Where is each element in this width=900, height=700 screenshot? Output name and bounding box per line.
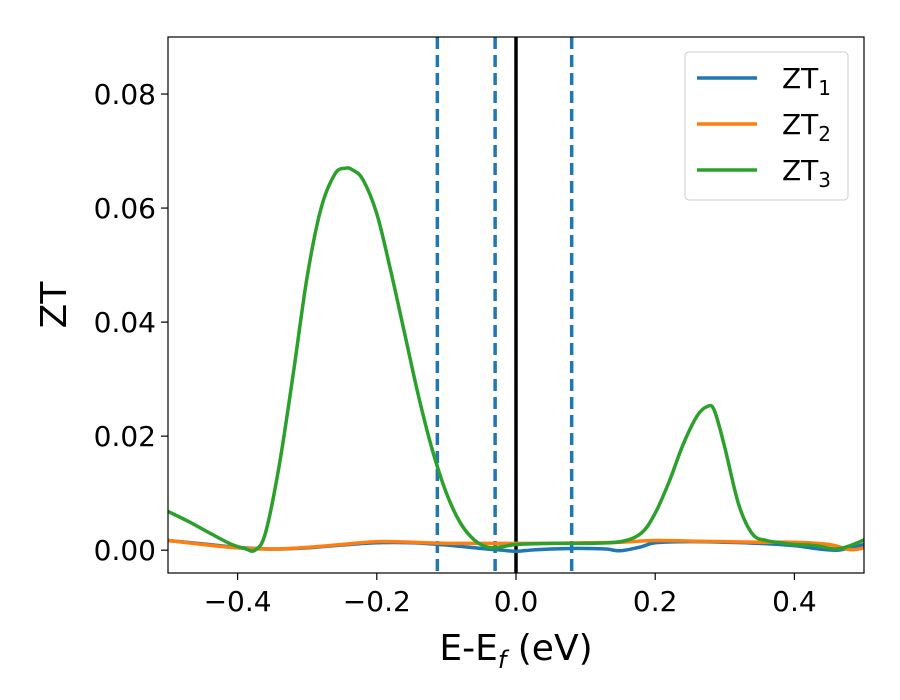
legend-label-name: ZT: [782, 154, 819, 187]
y-tick-label: 0.00: [94, 534, 156, 567]
y-tick-label: 0.06: [94, 192, 156, 225]
legend-label-subscript: 3: [818, 168, 831, 192]
legend-label-name: ZT: [782, 62, 819, 95]
legend-label-subscript: 2: [818, 122, 831, 146]
x-axis-title-unit: (eV): [506, 628, 592, 669]
legend-box: [684, 51, 849, 201]
x-axis-title: E-Ef (eV): [439, 628, 592, 674]
reference-lines: [435, 37, 574, 573]
series-group: [168, 166, 864, 554]
y-tick-label: 0.02: [94, 420, 156, 453]
legend-label-name: ZT: [782, 108, 819, 141]
legend-label: ZT2: [782, 108, 831, 146]
x-tick-label: 0.4: [772, 585, 817, 618]
x-tick-label: −0.2: [343, 585, 411, 618]
x-tick-label: −0.4: [204, 585, 272, 618]
x-tick-label: 0.2: [633, 585, 678, 618]
y-tick-label: 0.08: [94, 78, 156, 111]
x-axis: −0.4 −0.2 0.0 0.2 0.4: [204, 573, 817, 618]
legend-label-subscript: 1: [818, 76, 831, 100]
legend-label: ZT3: [782, 154, 831, 192]
y-tick-label: 0.04: [94, 306, 156, 339]
series-line-zt3: [168, 166, 864, 553]
y-axis-title: ZT: [34, 281, 75, 329]
legend-label: ZT1: [782, 62, 831, 100]
x-tick-label: 0.0: [494, 585, 539, 618]
y-axis: 0.00 0.02 0.04 0.06 0.08: [94, 78, 168, 567]
